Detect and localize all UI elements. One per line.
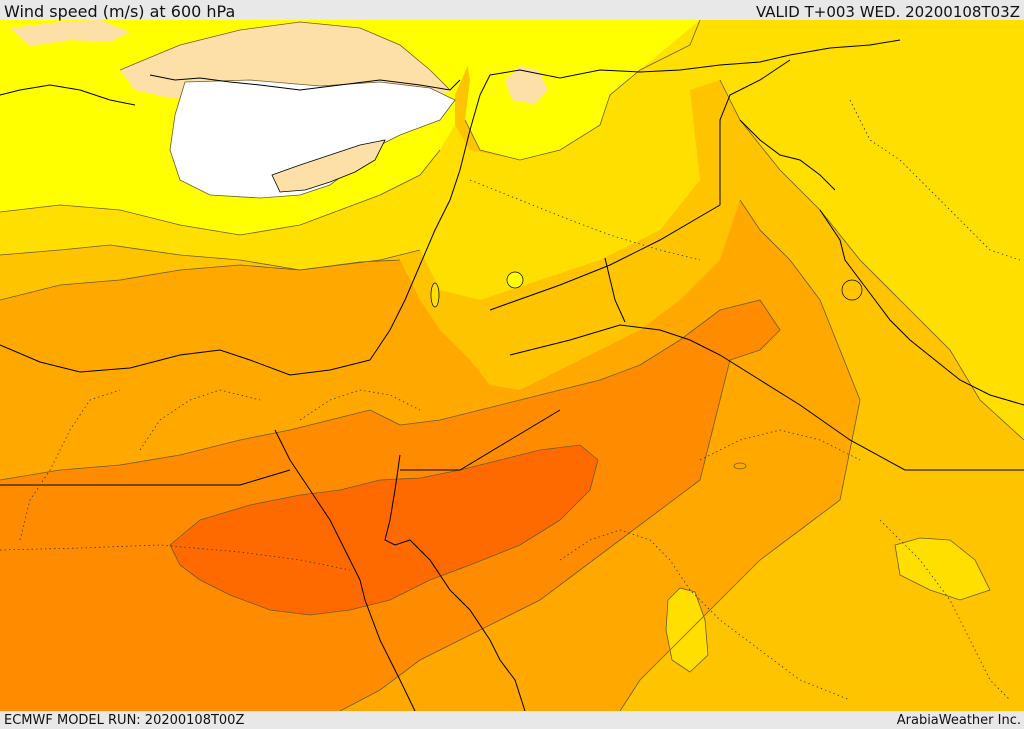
footer-bar (0, 711, 1024, 729)
coastline (274, 429, 416, 712)
coastline (739, 119, 836, 191)
coastline (489, 39, 901, 79)
border-line (489, 204, 721, 311)
lake-feature (430, 282, 440, 308)
wind-zone-max (169, 444, 599, 616)
wind-zone-gold (0, 20, 1024, 440)
coastline (0, 84, 136, 106)
coastline (149, 74, 461, 91)
admin-boundary (699, 429, 861, 461)
contour-line (719, 79, 1024, 441)
map-title: Wind speed (m/s) at 600 hPa (4, 2, 236, 21)
contour-line (464, 19, 701, 161)
admin-boundaries (0, 99, 1021, 701)
admin-boundary (139, 389, 261, 451)
wind-zone-yellow-east (460, 20, 700, 160)
contour-line (619, 199, 861, 712)
wind-zone-yellow-s (665, 587, 709, 673)
contour-line (119, 21, 451, 91)
admin-boundary (849, 99, 1021, 261)
border-line (719, 59, 791, 205)
contour-line (0, 259, 401, 301)
border-line (400, 409, 561, 471)
coastline (384, 454, 526, 712)
header-bar (0, 0, 1024, 20)
valid-time: VALID T+003 WED. 20200108T03Z (755, 3, 1020, 21)
lake-feature (841, 279, 863, 301)
lake-feature (733, 462, 747, 470)
border-line (0, 469, 291, 486)
credit-label: ArabiaWeather Inc. (896, 713, 1021, 728)
border-line (509, 324, 1024, 471)
admin-boundary (299, 389, 421, 421)
coastline (369, 74, 491, 361)
contour-line (0, 149, 441, 236)
lake-feature (506, 271, 524, 289)
model-run-label: ECMWF MODEL RUN: 20200108T00Z (4, 713, 245, 728)
wind-zone-yellow-se (894, 537, 991, 601)
contour-line (0, 299, 781, 712)
wind-zone-peach-small (505, 66, 548, 104)
wind-zone-peach-island (271, 139, 386, 193)
coastlines (0, 39, 1024, 712)
coastline (0, 344, 371, 376)
admin-boundary (19, 389, 121, 541)
coastline (819, 209, 1024, 406)
contour-lines (0, 19, 1024, 712)
wind-zone-peach-west (10, 20, 130, 46)
border-line (604, 257, 626, 323)
